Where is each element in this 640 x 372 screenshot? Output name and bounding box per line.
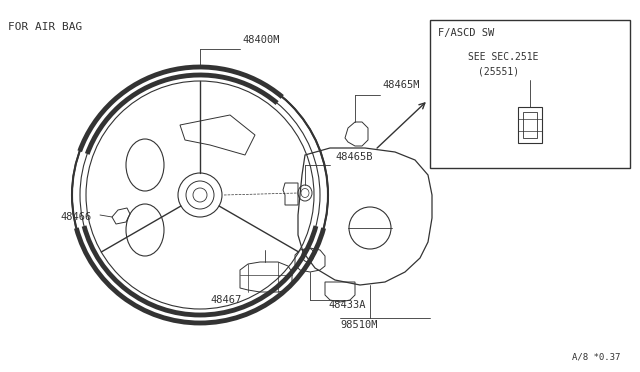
Text: 48400M: 48400M	[242, 35, 280, 45]
Text: 48465B: 48465B	[335, 152, 372, 162]
Text: SEE SEC.251E: SEE SEC.251E	[468, 52, 538, 62]
Text: 48467: 48467	[210, 295, 241, 305]
Text: 48465M: 48465M	[382, 80, 419, 90]
Text: A/8 *0.37: A/8 *0.37	[572, 353, 620, 362]
Text: 48433A: 48433A	[328, 300, 365, 310]
Text: FOR AIR BAG: FOR AIR BAG	[8, 22, 83, 32]
Text: 48466: 48466	[60, 212, 92, 222]
Text: (25551): (25551)	[478, 66, 519, 76]
Text: F/ASCD SW: F/ASCD SW	[438, 28, 494, 38]
Text: 98510M: 98510M	[340, 320, 378, 330]
